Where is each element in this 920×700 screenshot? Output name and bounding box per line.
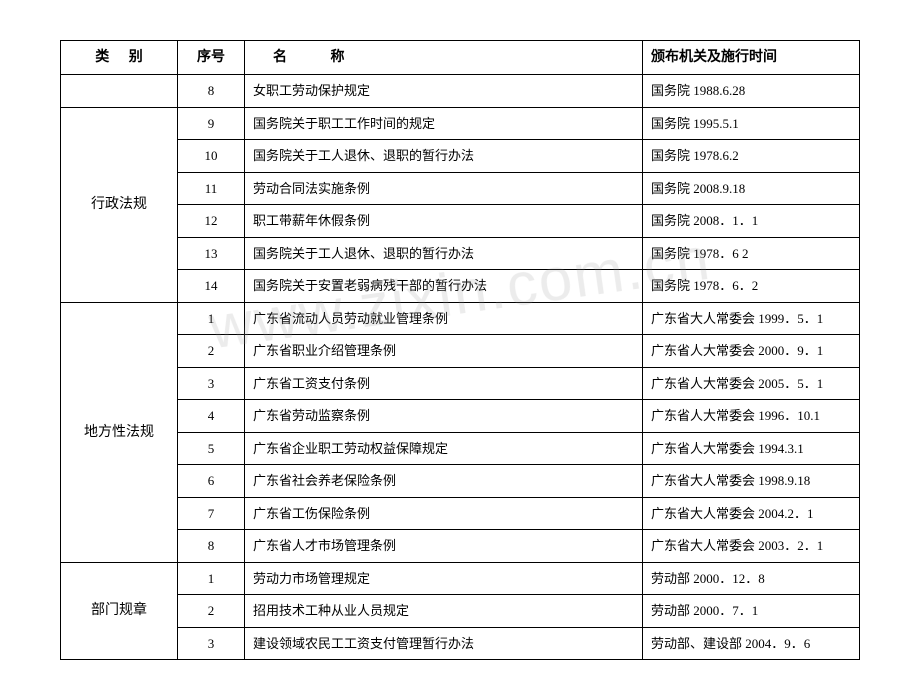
name-cell: 国务院关于工人退休、退职的暂行办法: [245, 237, 643, 270]
category-cell: 部门规章: [61, 562, 178, 660]
table-row: 4广东省劳动监察条例广东省人大常委会 1996．10.1: [61, 400, 860, 433]
table-row: 7广东省工伤保险条例广东省大人常委会 2004.2．1: [61, 497, 860, 530]
name-cell: 女职工劳动保护规定: [245, 75, 643, 108]
issuer-cell: 国务院 2008．1．1: [643, 205, 860, 238]
name-cell: 广东省工资支付条例: [245, 367, 643, 400]
seq-cell: 7: [178, 497, 245, 530]
issuer-cell: 广东省人大常委会 2000．9．1: [643, 335, 860, 368]
name-cell: 劳动力市场管理规定: [245, 562, 643, 595]
issuer-cell: 国务院 1995.5.1: [643, 107, 860, 140]
table-row: 11劳动合同法实施条例国务院 2008.9.18: [61, 172, 860, 205]
name-cell: 劳动合同法实施条例: [245, 172, 643, 205]
table-row: 2广东省职业介绍管理条例广东省人大常委会 2000．9．1: [61, 335, 860, 368]
issuer-cell: 劳动部 2000．12．8: [643, 562, 860, 595]
table-row: 14国务院关于安置老弱病残干部的暂行办法国务院 1978．6．2: [61, 270, 860, 303]
regulations-table: 类 别 序号 名 称 颁布机关及施行时间 8女职工劳动保护规定国务院 1988.…: [60, 40, 860, 660]
seq-cell: 11: [178, 172, 245, 205]
name-cell: 招用技术工种从业人员规定: [245, 595, 643, 628]
name-cell: 广东省职业介绍管理条例: [245, 335, 643, 368]
seq-cell: 5: [178, 432, 245, 465]
table-row: 8广东省人才市场管理条例广东省大人常委会 2003．2．1: [61, 530, 860, 563]
table-row: 3建设领域农民工工资支付管理暂行办法劳动部、建设部 2004．9．6: [61, 627, 860, 660]
table-row: 5广东省企业职工劳动权益保障规定广东省人大常委会 1994.3.1: [61, 432, 860, 465]
issuer-cell: 国务院 1978．6．2: [643, 270, 860, 303]
issuer-cell: 国务院 1978．6 2: [643, 237, 860, 270]
seq-cell: 3: [178, 367, 245, 400]
name-cell: 国务院关于安置老弱病残干部的暂行办法: [245, 270, 643, 303]
name-cell: 广东省工伤保险条例: [245, 497, 643, 530]
issuer-cell: 广东省大人常委会 2003．2．1: [643, 530, 860, 563]
issuer-cell: 广东省大人常委会 1999．5．1: [643, 302, 860, 335]
seq-cell: 9: [178, 107, 245, 140]
seq-cell: 12: [178, 205, 245, 238]
name-cell: 广东省流动人员劳动就业管理条例: [245, 302, 643, 335]
seq-cell: 1: [178, 562, 245, 595]
issuer-cell: 广东省人大常委会 1996．10.1: [643, 400, 860, 433]
name-cell: 广东省社会养老保险条例: [245, 465, 643, 498]
category-cell: [61, 75, 178, 108]
name-cell: 广东省企业职工劳动权益保障规定: [245, 432, 643, 465]
issuer-cell: 国务院 2008.9.18: [643, 172, 860, 205]
table-row: 2招用技术工种从业人员规定劳动部 2000．7．1: [61, 595, 860, 628]
issuer-cell: 广东省大人常委会 2004.2．1: [643, 497, 860, 530]
issuer-cell: 广东省人大常委会 2005．5．1: [643, 367, 860, 400]
issuer-cell: 广东省大人常委会 1998.9.18: [643, 465, 860, 498]
header-name: 名 称: [245, 41, 643, 75]
name-cell: 国务院关于工人退休、退职的暂行办法: [245, 140, 643, 173]
seq-cell: 6: [178, 465, 245, 498]
header-seq: 序号: [178, 41, 245, 75]
seq-cell: 2: [178, 595, 245, 628]
name-cell: 职工带薪年休假条例: [245, 205, 643, 238]
issuer-cell: 国务院 1988.6.28: [643, 75, 860, 108]
table-row: 10国务院关于工人退休、退职的暂行办法国务院 1978.6.2: [61, 140, 860, 173]
table-body: 8女职工劳动保护规定国务院 1988.6.28行政法规9国务院关于职工工作时间的…: [61, 75, 860, 660]
seq-cell: 8: [178, 530, 245, 563]
seq-cell: 4: [178, 400, 245, 433]
seq-cell: 3: [178, 627, 245, 660]
table-row: 部门规章1劳动力市场管理规定劳动部 2000．12．8: [61, 562, 860, 595]
table-row: 12职工带薪年休假条例国务院 2008．1．1: [61, 205, 860, 238]
category-cell: 地方性法规: [61, 302, 178, 562]
seq-cell: 8: [178, 75, 245, 108]
issuer-cell: 劳动部 2000．7．1: [643, 595, 860, 628]
table-row: 3广东省工资支付条例广东省人大常委会 2005．5．1: [61, 367, 860, 400]
table-row: 13国务院关于工人退休、退职的暂行办法国务院 1978．6 2: [61, 237, 860, 270]
seq-cell: 13: [178, 237, 245, 270]
category-cell: 行政法规: [61, 107, 178, 302]
seq-cell: 2: [178, 335, 245, 368]
header-issuer: 颁布机关及施行时间: [643, 41, 860, 75]
header-category: 类 别: [61, 41, 178, 75]
seq-cell: 14: [178, 270, 245, 303]
name-cell: 国务院关于职工工作时间的规定: [245, 107, 643, 140]
issuer-cell: 广东省人大常委会 1994.3.1: [643, 432, 860, 465]
table-row: 8女职工劳动保护规定国务院 1988.6.28: [61, 75, 860, 108]
table-header-row: 类 别 序号 名 称 颁布机关及施行时间: [61, 41, 860, 75]
issuer-cell: 劳动部、建设部 2004．9．6: [643, 627, 860, 660]
seq-cell: 10: [178, 140, 245, 173]
table-row: 地方性法规1广东省流动人员劳动就业管理条例广东省大人常委会 1999．5．1: [61, 302, 860, 335]
name-cell: 广东省劳动监察条例: [245, 400, 643, 433]
table-row: 行政法规9国务院关于职工工作时间的规定国务院 1995.5.1: [61, 107, 860, 140]
table-row: 6广东省社会养老保险条例广东省大人常委会 1998.9.18: [61, 465, 860, 498]
issuer-cell: 国务院 1978.6.2: [643, 140, 860, 173]
seq-cell: 1: [178, 302, 245, 335]
name-cell: 广东省人才市场管理条例: [245, 530, 643, 563]
name-cell: 建设领域农民工工资支付管理暂行办法: [245, 627, 643, 660]
